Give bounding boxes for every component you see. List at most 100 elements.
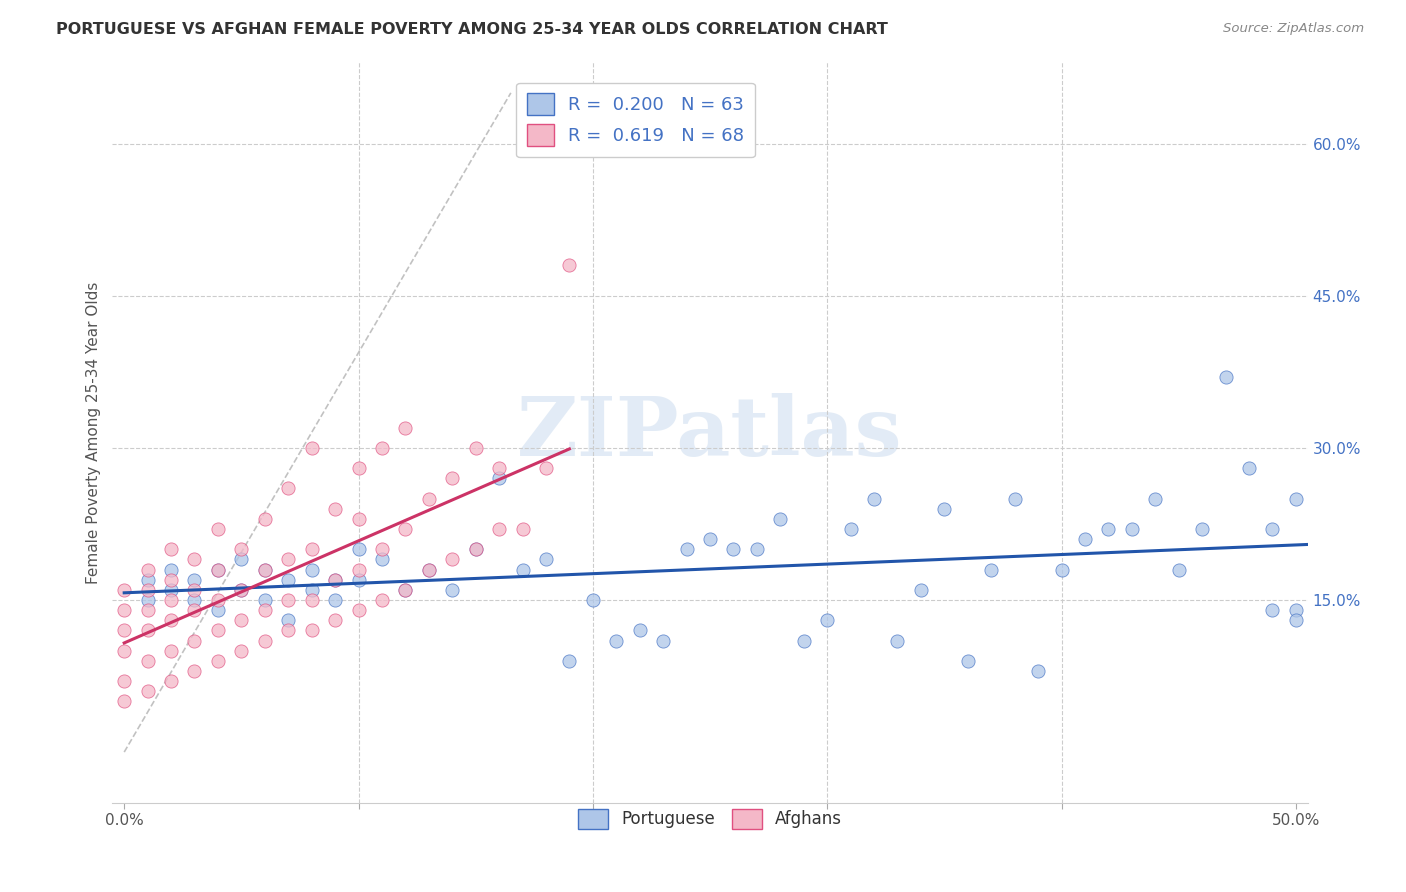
Point [1261,522,1284,536]
Point [301,562,323,576]
Point [323,593,346,607]
Point [371,552,394,566]
Point [418,562,440,576]
Point [605,633,627,648]
Point [464,542,486,557]
Point [1191,522,1213,536]
Point [1285,603,1308,617]
Point [723,542,745,557]
Point [1285,491,1308,506]
Point [1004,491,1026,506]
Point [207,603,229,617]
Point [1026,664,1049,678]
Point [863,491,886,506]
Point [347,603,370,617]
Point [301,624,323,638]
Point [464,441,486,455]
Point [464,542,486,557]
Point [839,522,862,536]
Text: PORTUGUESE VS AFGHAN FEMALE POVERTY AMONG 25-34 YEAR OLDS CORRELATION CHART: PORTUGUESE VS AFGHAN FEMALE POVERTY AMON… [56,22,889,37]
Point [253,562,276,576]
Point [769,512,792,526]
Point [160,643,183,657]
Point [1144,491,1167,506]
Point [301,542,323,557]
Point [582,593,605,607]
Point [112,624,135,638]
Point [231,542,253,557]
Point [207,593,229,607]
Point [183,633,205,648]
Text: Source: ZipAtlas.com: Source: ZipAtlas.com [1223,22,1364,36]
Point [112,582,135,597]
Point [534,552,557,566]
Point [347,542,370,557]
Point [183,593,205,607]
Point [301,593,323,607]
Point [112,603,135,617]
Y-axis label: Female Poverty Among 25-34 Year Olds: Female Poverty Among 25-34 Year Olds [86,282,101,583]
Point [1050,562,1073,576]
Point [441,582,464,597]
Point [112,674,135,689]
Point [1261,603,1284,617]
Point [628,624,651,638]
Point [253,562,276,576]
Point [394,582,416,597]
Point [207,624,229,638]
Point [394,420,416,434]
Point [183,573,205,587]
Point [231,643,253,657]
Point [277,624,299,638]
Point [512,562,534,576]
Point [301,582,323,597]
Point [136,582,159,597]
Point [160,674,183,689]
Point [394,582,416,597]
Point [934,501,956,516]
Point [136,654,159,668]
Point [793,633,815,648]
Point [371,542,394,557]
Point [558,258,581,272]
Point [136,573,159,587]
Point [112,643,135,657]
Point [512,522,534,536]
Point [160,542,183,557]
Point [231,552,253,566]
Point [323,573,346,587]
Point [699,532,721,546]
Point [183,582,205,597]
Point [371,441,394,455]
Point [347,562,370,576]
Point [347,573,370,587]
Point [136,624,159,638]
Point [488,471,510,485]
Point [1285,613,1308,627]
Point [910,582,932,597]
Point [1121,522,1143,536]
Point [253,633,276,648]
Point [745,542,768,557]
Point [231,613,253,627]
Point [207,562,229,576]
Point [394,522,416,536]
Point [558,654,581,668]
Point [160,613,183,627]
Point [277,573,299,587]
Point [183,603,205,617]
Point [277,613,299,627]
Point [231,582,253,597]
Point [253,603,276,617]
Point [323,573,346,587]
Point [815,613,838,627]
Point [136,684,159,698]
Point [253,512,276,526]
Point [160,562,183,576]
Point [488,522,510,536]
Point [534,461,557,475]
Point [956,654,979,668]
Point [1237,461,1260,475]
Point [253,593,276,607]
Point [112,694,135,708]
